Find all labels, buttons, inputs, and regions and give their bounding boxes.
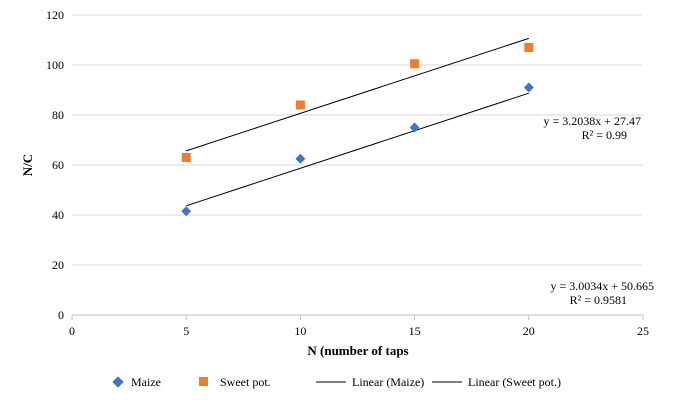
maize-point (409, 122, 420, 133)
trendline-maize (186, 92, 529, 207)
y-axis-tick-labels: 0 20 40 60 80 100 120 (46, 8, 64, 322)
legend-label-maize: Maize (131, 375, 161, 389)
x-tick-label: 15 (409, 324, 421, 338)
sweet-pot-point (410, 59, 420, 69)
data-points (181, 43, 534, 217)
y-axis-title: N/C (20, 154, 35, 176)
x-axis-title: N (number of taps (307, 343, 408, 358)
y-tick-label: 40 (52, 208, 64, 222)
sweet-pot-point (524, 43, 534, 52)
legend-label-linear-sweet-pot: Linear (Sweet pot.) (468, 375, 561, 389)
x-tick-label: 20 (523, 324, 535, 338)
legend-item-linear-sweet-pot: Linear (Sweet pot.) (432, 375, 561, 389)
sweet-pot-marker-icon (199, 377, 208, 386)
legend-label-linear-maize: Linear (Maize) (352, 375, 424, 389)
y-tick-label: 20 (52, 258, 64, 272)
y-tick-label: 60 (52, 158, 64, 172)
maize-point (181, 206, 192, 217)
maize-trendline-equation: y = 3.0034x + 50.665 (550, 279, 654, 293)
sweet-pot-trendline-r2: R² = 0.99 (582, 128, 627, 142)
gridlines (72, 14, 643, 266)
x-tick-label: 0 (69, 324, 75, 338)
legend-item-sweet-pot: Sweet pot. (199, 375, 271, 389)
y-tick-label: 100 (46, 58, 64, 72)
trendline-sweet-pot (186, 37, 529, 152)
axes (71, 314, 644, 320)
maize-marker-icon (112, 376, 124, 388)
y-tick-label: 80 (52, 108, 64, 122)
x-tick-label: 25 (637, 324, 649, 338)
sweet-pot-point (181, 153, 191, 162)
x-tick-label: 10 (294, 324, 306, 338)
maize-point (523, 82, 534, 93)
y-tick-label: 120 (46, 8, 64, 22)
legend-item-maize: Maize (112, 375, 161, 389)
sweet-pot-point (295, 100, 305, 110)
trendlines (186, 37, 529, 207)
x-axis-tick-labels: 0 5 10 15 20 25 (69, 324, 649, 338)
legend: Maize Sweet pot. Linear (Maize) Linear (… (112, 375, 561, 389)
y-tick-label: 0 (58, 308, 64, 322)
maize-trendline-r2: R² = 0.9581 (570, 293, 627, 307)
legend-item-linear-maize: Linear (Maize) (316, 375, 424, 389)
maize-point (295, 153, 306, 164)
x-tick-label: 5 (183, 324, 189, 338)
legend-label-sweet-pot: Sweet pot. (220, 375, 271, 389)
sweet-pot-trendline-equation: y = 3.2038x + 27.47 (543, 114, 641, 128)
